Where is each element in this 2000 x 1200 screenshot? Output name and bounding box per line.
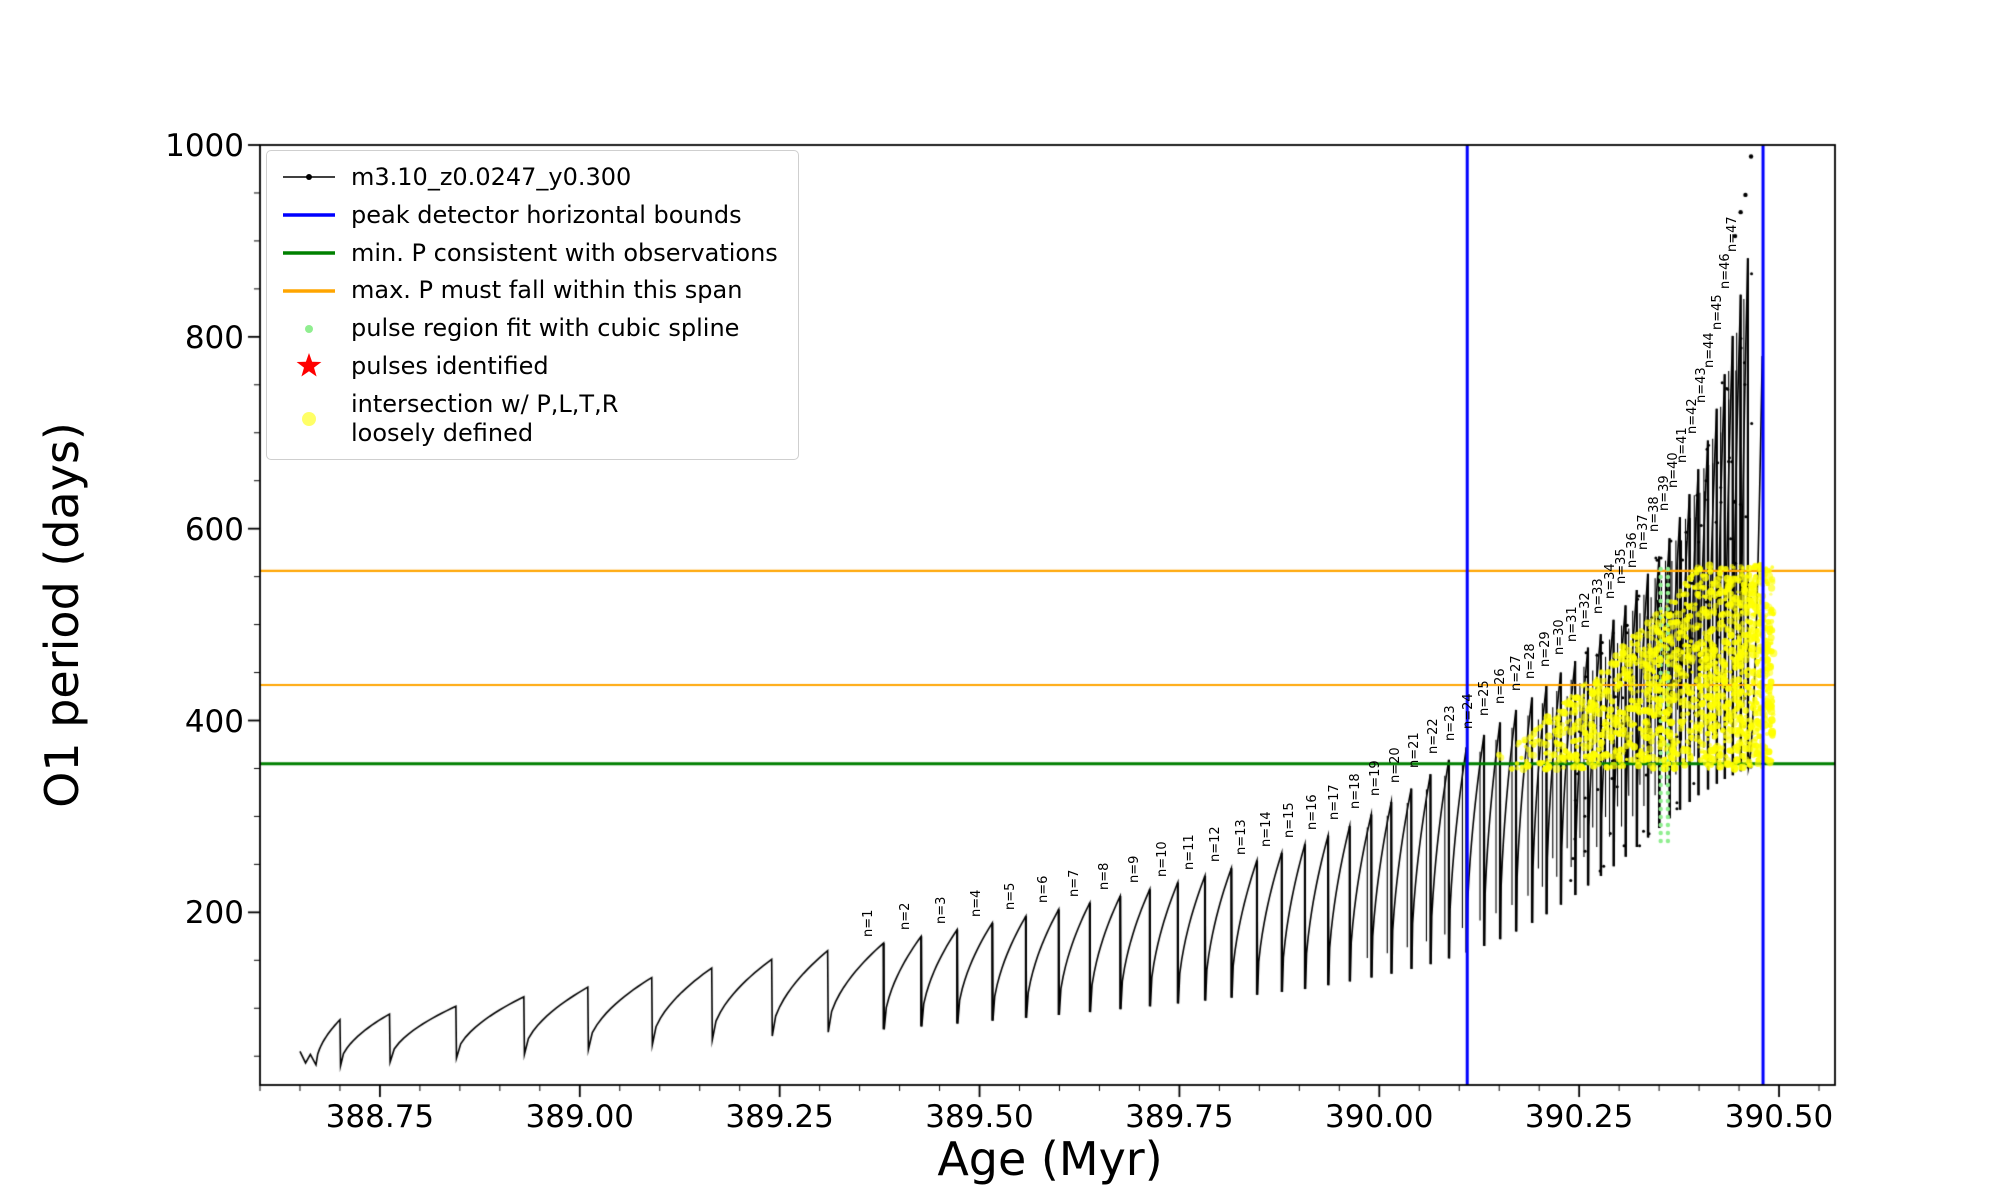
y-axis-label: O1 period (days)	[35, 422, 89, 808]
dot-marker-icon	[281, 315, 337, 343]
legend-label: peak detector horizontal bounds	[351, 200, 742, 229]
legend-item: pulse region fit with cubic spline	[281, 314, 778, 343]
line-marker-icon	[281, 239, 337, 267]
legend-label: max. P must fall within this span	[351, 276, 743, 305]
legend-label: m3.10_z0.0247_y0.300	[351, 163, 632, 191]
legend-item: pulses identified	[281, 352, 778, 381]
legend-label: min. P consistent with observations	[351, 238, 778, 267]
line-marker-icon	[281, 201, 337, 229]
legend-item: peak detector horizontal bounds	[281, 201, 778, 230]
star-icon	[281, 352, 337, 380]
legend-label: pulse region fit with cubic spline	[351, 314, 740, 343]
line-marker-icon	[281, 277, 337, 305]
legend-item: intersection w/ P,L,T,R loosely defined	[281, 390, 778, 448]
legend-item: min. P consistent with observations	[281, 239, 778, 268]
legend-label: pulses identified	[351, 351, 549, 380]
legend-label: intersection w/ P,L,T,R loosely defined	[351, 389, 619, 447]
line-marker-icon	[281, 163, 337, 191]
legend-item: m3.10_z0.0247_y0.300	[281, 163, 778, 192]
x-axis-label: Age (Myr)	[937, 1132, 1163, 1186]
dot-marker-icon	[281, 405, 337, 433]
legend-item: max. P must fall within this span	[281, 276, 778, 305]
